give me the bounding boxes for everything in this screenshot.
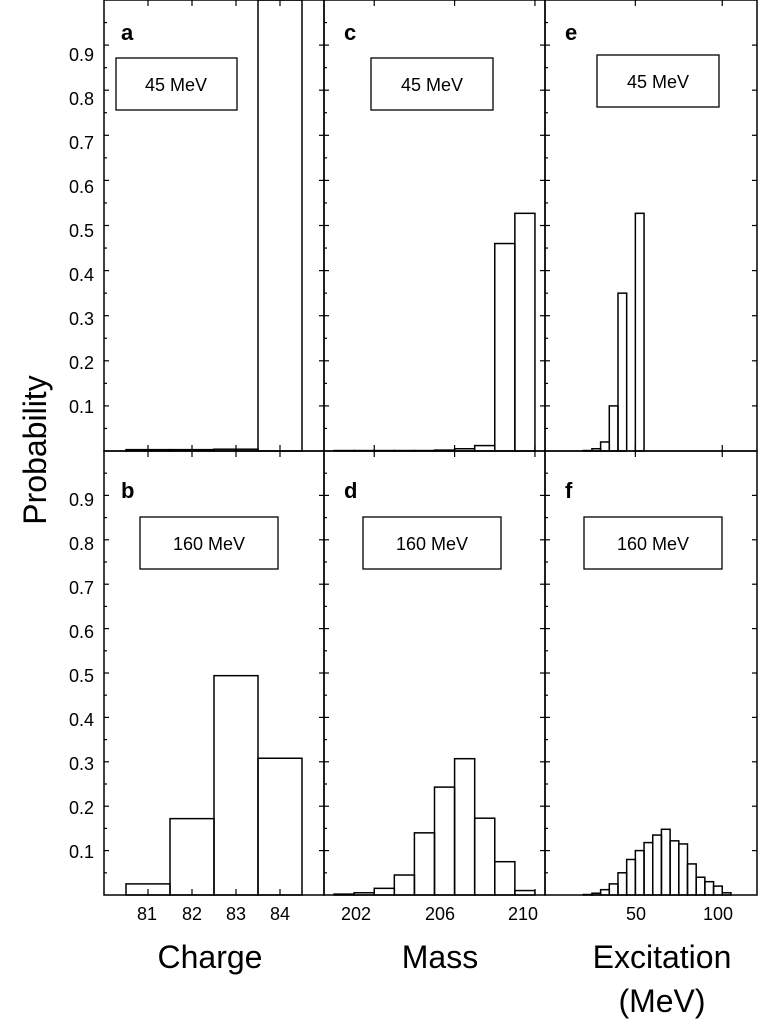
histogram-bar [651, 834, 663, 896]
histogram-bar [333, 893, 355, 896]
y-tick-label: 0.4 [69, 265, 94, 285]
histogram-bar [169, 448, 215, 452]
histogram-bar [413, 832, 436, 896]
histogram-bar [617, 292, 628, 452]
y-tick-label: 0.3 [69, 309, 94, 329]
x-tick-label: 50 [626, 904, 646, 924]
x-tick-label: 210 [508, 904, 538, 924]
histogram-bar [473, 444, 496, 452]
y-tick-label: 0.1 [69, 397, 94, 417]
energy-box-f: 160 MeV [583, 516, 723, 570]
x-tick-label: 84 [270, 904, 290, 924]
histogram-bar [678, 843, 689, 896]
histogram-bar [608, 883, 619, 896]
panel-letter-a: a [121, 20, 134, 45]
histogram-bar [393, 874, 416, 896]
energy-box-b: 160 MeV [139, 516, 279, 570]
x-tick-label: 202 [341, 904, 371, 924]
panel-letter-d: d [344, 478, 357, 503]
x-axis-title-mass: Mass [402, 939, 478, 975]
energy-label: 160 MeV [396, 534, 468, 554]
y-tick-label: 0.6 [69, 622, 94, 642]
plot-layer [103, 0, 758, 896]
histogram-bar [643, 841, 654, 896]
x-tick-label: 81 [137, 904, 157, 924]
energy-label: 160 MeV [173, 534, 245, 554]
energy-box-c: 45 MeV [370, 57, 494, 111]
panel-letter-f: f [565, 478, 573, 503]
y-tick-label: 0.6 [69, 177, 94, 197]
histogram-bar [494, 242, 516, 452]
histogram-bar [453, 447, 476, 452]
histogram-bar [686, 863, 697, 896]
histogram-bar [591, 892, 602, 896]
y-axis-title: Probability [17, 375, 53, 524]
panel-letter-c: c [344, 20, 356, 45]
x-tick-label: 82 [182, 904, 202, 924]
histogram-bar [591, 447, 602, 452]
y-tick-label: 0.3 [69, 754, 94, 774]
x-tick-labels-mass: 202 206 210 [341, 904, 538, 924]
energy-box-d: 160 MeV [362, 516, 502, 570]
x-tick-labels-excitation: 50 100 [626, 904, 733, 924]
y-tick-label: 0.2 [69, 798, 94, 818]
x-axis-subtitle-excitation: (MeV) [618, 983, 705, 1019]
x-tick-label: 100 [703, 904, 733, 924]
histogram-bar [712, 885, 723, 896]
panel-letter-b: b [121, 478, 134, 503]
histogram-bar [608, 405, 619, 452]
histogram-bar [660, 828, 671, 896]
histogram-bar [453, 757, 476, 896]
histogram-bar [599, 888, 611, 896]
histogram-bar [514, 889, 536, 896]
histogram-bar [257, 757, 303, 896]
histogram-bar [625, 858, 637, 896]
y-tick-label: 0.4 [69, 710, 94, 730]
histogram-bar [599, 441, 611, 452]
x-axis-title-excitation: Excitation [593, 939, 732, 975]
histogram-bar [125, 448, 171, 452]
histogram-bar [704, 880, 715, 896]
y-tick-labels-bottom: 0.1 0.2 0.3 0.4 0.5 0.6 0.7 0.8 0.9 [69, 490, 94, 862]
histogram-bar [373, 887, 396, 896]
histogram-bar [494, 860, 516, 896]
energy-box-a: 45 MeV [115, 57, 238, 111]
histogram-bar [169, 817, 215, 896]
y-tick-label: 0.9 [69, 490, 94, 510]
histogram-bar [695, 876, 706, 896]
y-tick-label: 0.8 [69, 534, 94, 554]
y-tick-label: 0.2 [69, 353, 94, 373]
histogram-bar [617, 872, 628, 896]
x-tick-labels-charge: 81 82 83 84 [137, 904, 290, 924]
y-tick-label: 0.9 [69, 45, 94, 65]
y-tick-label: 0.8 [69, 89, 94, 109]
x-axis-title-charge: Charge [158, 939, 263, 975]
energy-box-e: 45 MeV [596, 54, 720, 108]
histogram-bar [213, 674, 259, 896]
histogram-bar [634, 849, 645, 896]
y-tick-label: 0.5 [69, 221, 94, 241]
histogram-bar [669, 840, 680, 896]
histogram-bar [473, 817, 496, 896]
histogram-bar [433, 786, 456, 896]
histogram-bar [514, 212, 536, 452]
x-tick-label: 206 [425, 904, 455, 924]
panel-letter-e: e [565, 20, 577, 45]
x-tick-label: 83 [226, 904, 246, 924]
histogram-bar [433, 449, 456, 452]
histogram-bar [353, 892, 375, 896]
histogram-bar [721, 892, 732, 896]
y-tick-labels-top: 0.1 0.2 0.3 0.4 0.5 0.6 0.7 0.8 0.9 [69, 45, 94, 417]
y-tick-label: 0.5 [69, 666, 94, 686]
y-tick-label: 0.1 [69, 842, 94, 862]
y-tick-label: 0.7 [69, 578, 94, 598]
histogram-bar [634, 212, 645, 452]
y-tick-label: 0.7 [69, 133, 94, 153]
energy-label: 45 MeV [145, 75, 207, 95]
energy-label: 45 MeV [401, 75, 463, 95]
energy-label: 160 MeV [617, 534, 689, 554]
histogram-bar [257, 0, 303, 452]
energy-label: 45 MeV [627, 72, 689, 92]
